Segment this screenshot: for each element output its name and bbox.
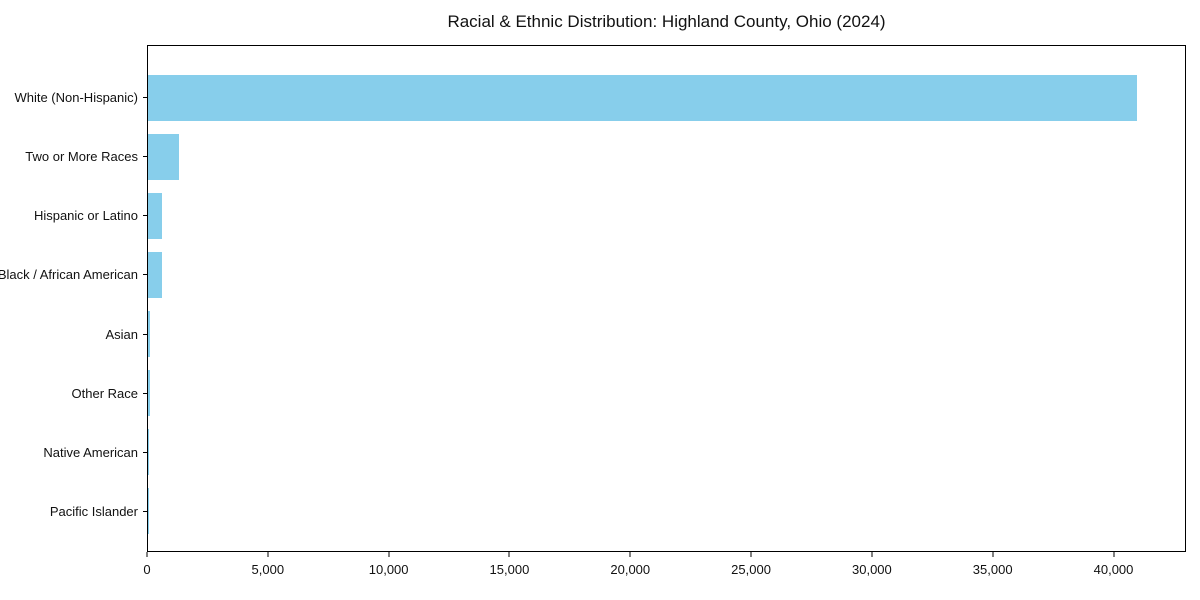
y-axis-label-other-race: Other Race [71, 385, 138, 401]
x-axis: 0 5,000 10,000 15,000 20,000 25,000 30,000 35,0… [143, 552, 1186, 592]
y-axis-label-native-american: Native American [43, 444, 138, 460]
bar-row-asian: Asian [105, 305, 1185, 364]
y-tick-mark [143, 215, 148, 217]
bar-asian [148, 311, 151, 358]
y-axis-label-hispanic-or-latino: Hispanic or Latino [33, 208, 138, 224]
y-axis-label-pacific-islander: Pacific Islander [49, 503, 138, 519]
x-tick-label: 0 [143, 562, 151, 577]
y-axis-label-asian: Asian [105, 326, 138, 342]
bar-row-native-american: Native American [43, 423, 1185, 482]
bar-row-white-non-hispanic: White (Non-Hispanic) [14, 68, 1185, 127]
x-tick-mark [388, 552, 390, 557]
x-tick-label: 20,000 [610, 562, 651, 577]
y-tick-mark [143, 510, 148, 512]
bar-rows: White (Non-Hispanic) Two or More Races His… [0, 46, 1185, 551]
bar-row-hispanic-or-latino: Hispanic or Latino [34, 186, 1185, 245]
bar-two-or-more-races [148, 133, 180, 180]
bar-black-african-american [148, 251, 162, 298]
x-tick-label: 15,000 [489, 562, 530, 577]
y-tick-mark [143, 451, 148, 453]
x-tick-label: 40,000 [1093, 562, 1134, 577]
x-tick-label: 10,000 [368, 562, 409, 577]
x-tick-label: 25,000 [731, 562, 771, 577]
bar-row-black-african-american: Black / African American [0, 245, 1185, 304]
x-tick-label: 5,000 [251, 562, 285, 577]
y-axis-label-white-non-hispanic: White (Non-Hispanic) [14, 90, 138, 106]
bar-hispanic-or-latino [148, 192, 163, 239]
chart-title: Racial & Ethnic Distribution: Highland C… [447, 12, 886, 31]
x-tick-mark [146, 552, 148, 557]
bar-row-pacific-islander: Pacific Islander [50, 482, 1185, 541]
x-tick-mark [508, 552, 510, 557]
bar-row-other-race: Other Race [72, 364, 1185, 423]
y-axis-label-two-or-more-races: Two or More Races [25, 149, 138, 165]
x-tick-mark [267, 552, 269, 557]
y-tick-mark [143, 97, 148, 99]
x-tick-mark [992, 552, 994, 557]
x-tick-mark [871, 552, 873, 557]
y-axis-label-black-african-american: Black / African American [0, 267, 138, 283]
x-tick-mark [1113, 552, 1114, 557]
x-tick-mark [750, 552, 752, 557]
y-tick-mark [143, 156, 148, 158]
plot-area: White (Non-Hispanic) Two or More Races His… [0, 45, 1186, 552]
bar-row-two-or-more-races: Two or More Races [25, 127, 1185, 186]
y-tick-mark [143, 333, 148, 335]
x-tick-label: 35,000 [972, 562, 1013, 577]
bar-other-race [148, 370, 150, 417]
bar-white-non-hispanic [148, 74, 1137, 121]
y-tick-mark [143, 392, 148, 394]
x-tick-label: 30,000 [851, 562, 892, 577]
y-tick-mark [143, 274, 148, 276]
bar-native-american [148, 429, 149, 476]
x-tick-mark [629, 552, 631, 557]
